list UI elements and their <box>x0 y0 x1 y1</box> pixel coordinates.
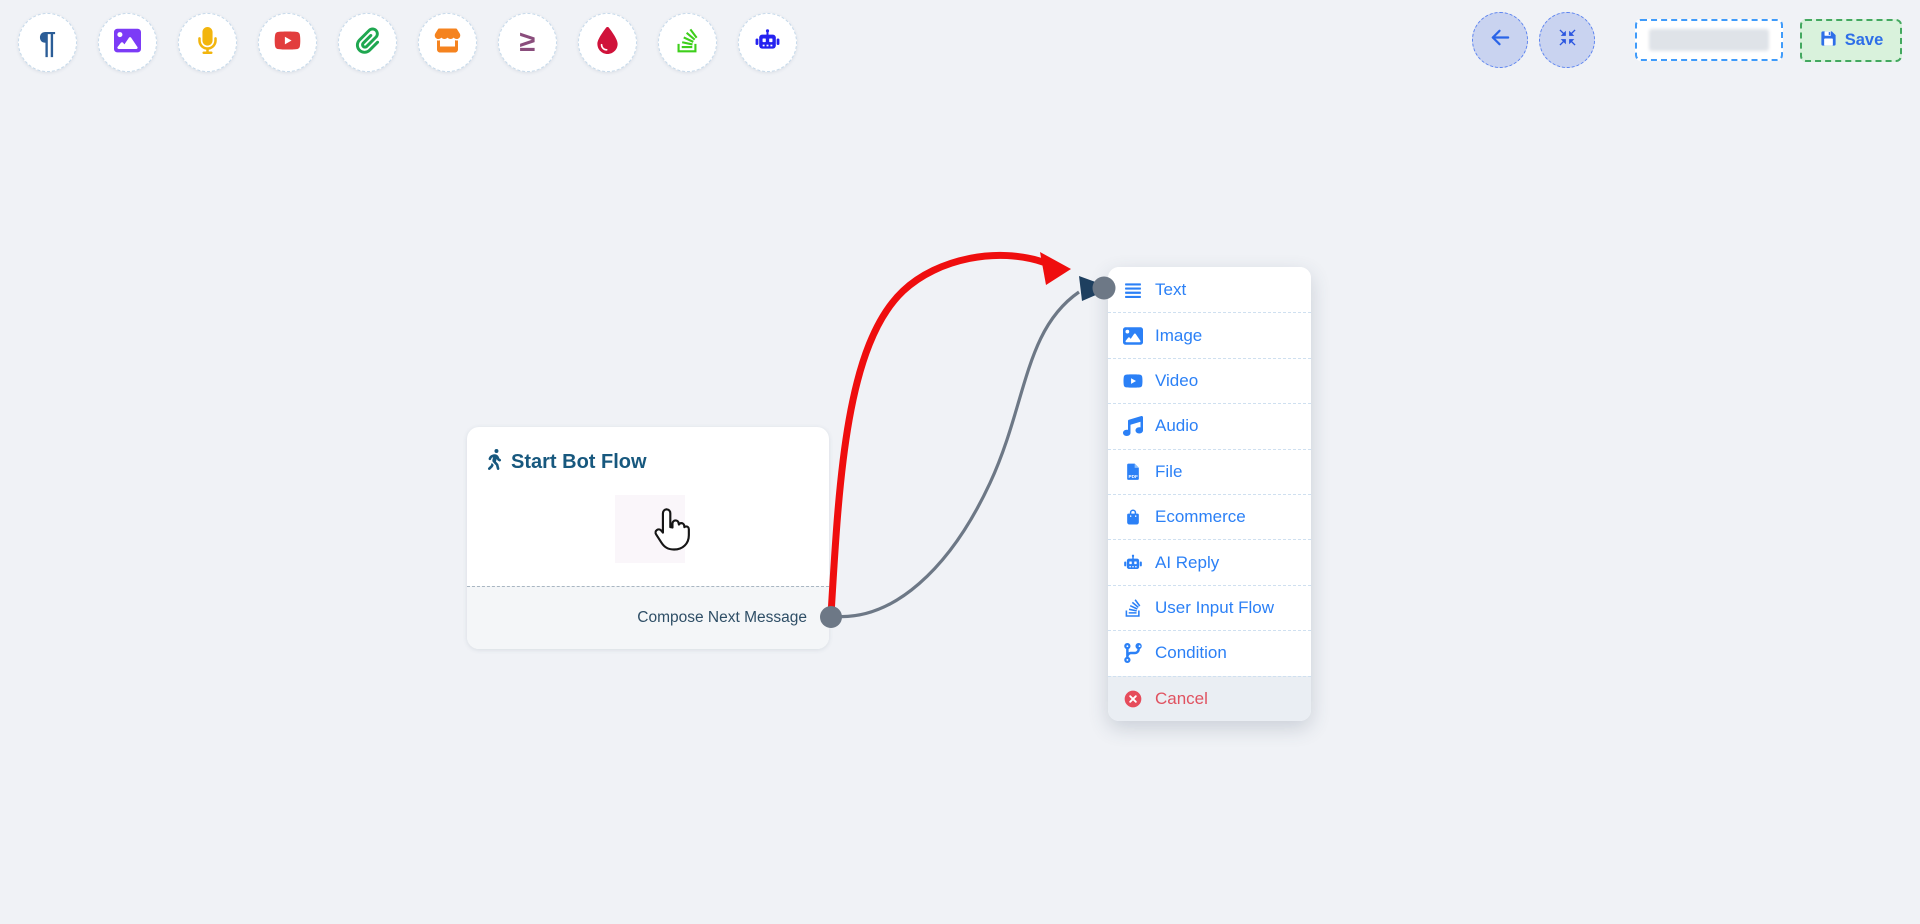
microphone-icon <box>194 26 221 59</box>
toolbar-button-typing[interactable] <box>578 13 637 72</box>
menu-item-condition[interactable]: Condition <box>1108 630 1311 676</box>
menu-item-file[interactable]: PDF File <box>1108 448 1311 494</box>
arrow-left-icon <box>1489 26 1512 54</box>
menu-item-label: Ecommerce <box>1155 507 1246 527</box>
paperclip-icon <box>354 26 381 59</box>
menu-item-ai-reply[interactable]: AI Reply <box>1108 539 1311 585</box>
cancel-icon <box>1121 688 1144 710</box>
save-button-label: Save <box>1844 31 1884 49</box>
align-justify-icon <box>1121 279 1144 301</box>
toolbar-button-ecommerce[interactable] <box>418 13 477 72</box>
menu-item-label: File <box>1155 461 1183 481</box>
menu-item-label: Text <box>1155 279 1187 299</box>
next-message-type-menu: Text Image Video Audio PDF File Ecommerc… <box>1108 267 1311 721</box>
greater-equal-icon: ≥ <box>519 26 536 58</box>
compress-button[interactable] <box>1539 12 1595 68</box>
element-toolbar: ¶ ≥ <box>18 13 797 72</box>
toolbar-button-video[interactable] <box>258 13 317 72</box>
menu-item-label: Audio <box>1155 416 1199 436</box>
menu-item-audio[interactable]: Audio <box>1108 403 1311 449</box>
toolbar-button-ai-reply[interactable] <box>738 13 797 72</box>
compose-next-message-label: Compose Next Message <box>637 609 807 626</box>
shopping-bag-icon <box>1121 506 1144 528</box>
menu-item-label: AI Reply <box>1155 552 1220 572</box>
image-icon <box>114 27 141 59</box>
video-play-icon <box>1121 370 1144 392</box>
connection-edge <box>830 290 1080 619</box>
node-title: Start Bot Flow <box>511 451 647 473</box>
drag-edge-arrowhead-icon <box>1040 252 1071 285</box>
menu-item-label: Cancel <box>1155 688 1208 708</box>
toolbar-button-image[interactable] <box>98 13 157 72</box>
youtube-play-icon <box>274 27 301 59</box>
back-button[interactable] <box>1472 12 1528 68</box>
toolbar-button-user-input[interactable] <box>658 13 717 72</box>
menu-item-user-input-flow[interactable]: User Input Flow <box>1108 584 1311 631</box>
toolbar-button-condition[interactable]: ≥ <box>498 13 557 72</box>
music-note-icon <box>1121 415 1144 437</box>
person-walking-icon <box>487 449 502 476</box>
file-pdf-icon: PDF <box>1121 461 1144 483</box>
menu-item-image[interactable]: Image <box>1108 312 1311 358</box>
svg-text:PDF: PDF <box>1128 474 1137 479</box>
stack-icon <box>1121 597 1144 619</box>
start-bot-flow-node[interactable]: Start Bot Flow Compose Next Message <box>467 427 829 649</box>
toolbar-button-file[interactable] <box>338 13 397 72</box>
drag-connection-edge <box>827 251 1047 619</box>
droplet-icon <box>594 26 621 59</box>
toolbar-button-audio[interactable] <box>178 13 237 72</box>
menu-item-label: Condition <box>1155 643 1227 663</box>
code-branch-icon <box>1121 642 1144 664</box>
compress-icon <box>1556 26 1579 54</box>
menu-item-label: Image <box>1155 325 1203 345</box>
toolbar-button-paragraph[interactable]: ¶ <box>18 13 77 72</box>
menu-item-ecommerce[interactable]: Ecommerce <box>1108 493 1311 540</box>
menu-item-label: Video <box>1155 370 1199 390</box>
paragraph-icon: ¶ <box>38 25 57 60</box>
flow-name-blurred-value <box>1649 29 1769 51</box>
robot-icon <box>754 27 781 59</box>
robot-icon <box>1121 552 1144 574</box>
stack-icon <box>674 27 701 59</box>
drag-highlight <box>615 495 685 563</box>
flow-name-input[interactable] <box>1635 19 1783 61</box>
image-icon <box>1121 325 1144 347</box>
floppy-disk-icon <box>1819 29 1838 53</box>
compose-next-message-action[interactable]: Compose Next Message <box>467 586 829 649</box>
menu-item-cancel[interactable]: Cancel <box>1108 675 1311 721</box>
menu-item-text[interactable]: Text <box>1108 267 1311 313</box>
menu-item-label: User Input Flow <box>1155 597 1275 617</box>
menu-item-video[interactable]: Video <box>1108 357 1311 404</box>
node-header: Start Bot Flow <box>467 427 829 476</box>
save-button[interactable]: Save <box>1800 19 1902 62</box>
store-icon <box>434 27 461 59</box>
